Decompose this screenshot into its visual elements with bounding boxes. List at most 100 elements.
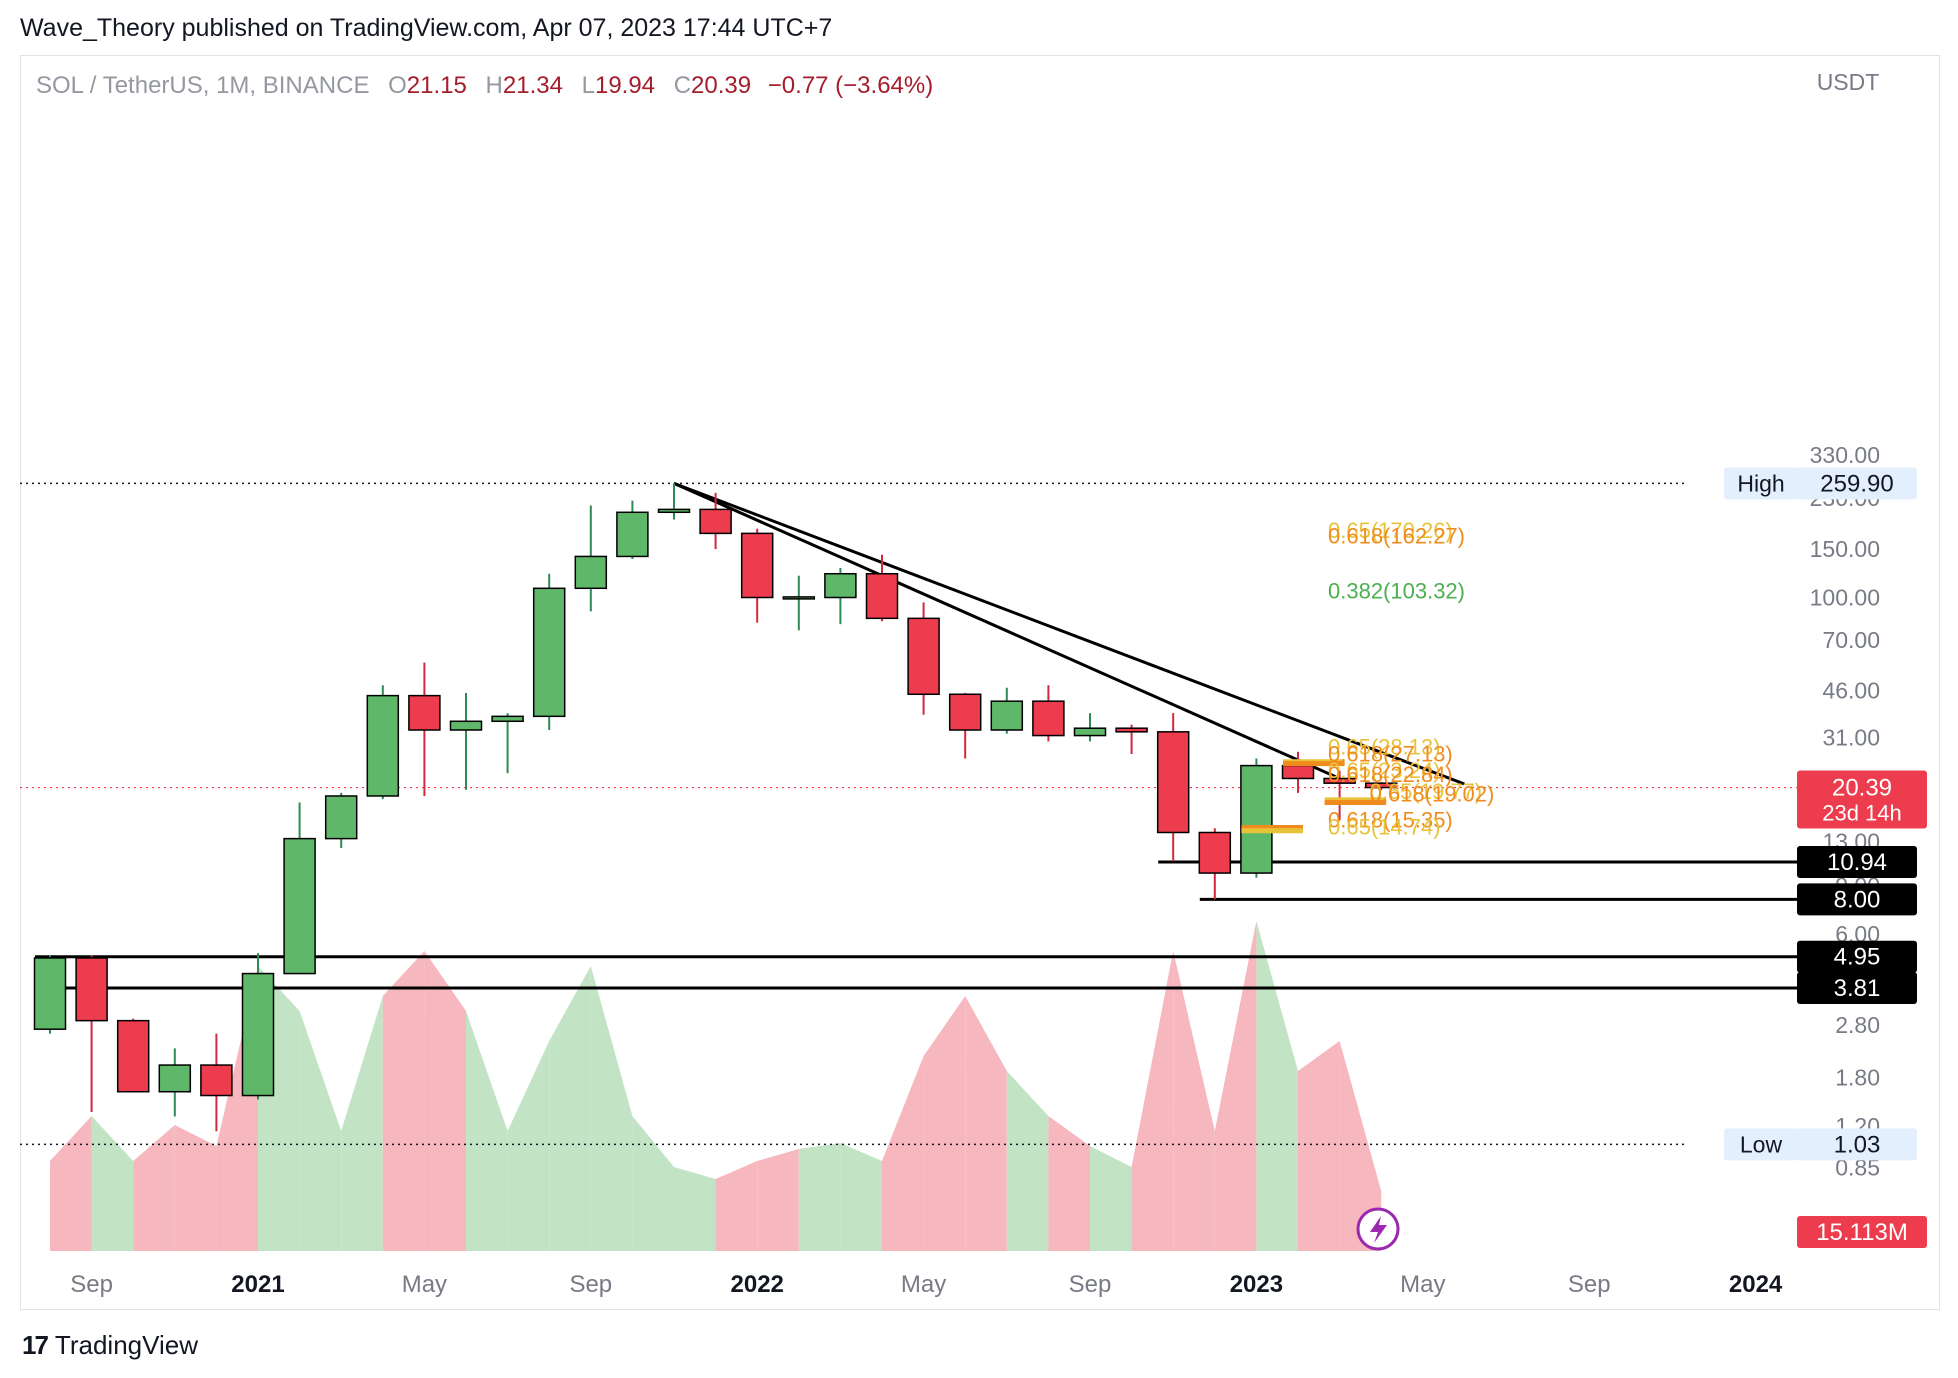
open-value: 21.15	[406, 72, 467, 99]
volume-area-segment	[466, 1011, 508, 1251]
volume-area-segment	[1339, 1041, 1382, 1251]
candle-body[interactable]	[657, 508, 691, 514]
fib-label: 0.618(15.35)	[1328, 808, 1453, 833]
x-tick-label: Sep	[1568, 1271, 1611, 1298]
candle-body[interactable]	[366, 694, 400, 797]
volume-area-segment	[133, 1125, 175, 1251]
candle-body[interactable]	[1156, 731, 1190, 834]
candle-body[interactable]	[1281, 764, 1315, 780]
fib-label: 0.65(14.74)	[1328, 814, 1441, 839]
volume-area-segment	[1298, 1041, 1340, 1251]
candle-body[interactable]	[491, 715, 524, 723]
level-tag	[1797, 940, 1917, 973]
level-tag-text: 10.94	[1827, 849, 1887, 876]
candle-body[interactable]	[283, 837, 316, 975]
y-tick-label: 100.00	[1810, 585, 1880, 611]
x-tick-label: Sep	[70, 1271, 113, 1298]
candle-body[interactable]	[948, 693, 982, 731]
volume-area-segment	[965, 996, 1007, 1251]
volume-area-segment	[1131, 951, 1174, 1251]
fib-label: 0.618(162.27)	[1328, 523, 1465, 548]
volume-area-segment	[632, 1116, 674, 1251]
volume-area-segment	[1214, 921, 1257, 1251]
level-tag	[1797, 972, 1917, 1005]
candle-body[interactable]	[1323, 777, 1356, 784]
candle-body[interactable]	[241, 972, 275, 1097]
low-value-tag	[1797, 1128, 1917, 1161]
chart-frame	[20, 55, 1940, 1310]
tradingview-logo-icon[interactable]: 17	[22, 1330, 49, 1360]
candle-body[interactable]	[782, 596, 816, 600]
candle-body[interactable]	[1364, 782, 1398, 789]
candle-body[interactable]	[158, 1064, 192, 1093]
volume-area-segment	[507, 1041, 550, 1251]
volume-area-segment	[382, 951, 425, 1251]
fib-label: 0.618(22.84)	[1328, 762, 1453, 787]
volume-tag-text: 15.113M	[1816, 1219, 1908, 1246]
volume-area-segment	[1006, 1071, 1049, 1251]
candle-body[interactable]	[1073, 727, 1107, 737]
volume-area-segment	[91, 1116, 134, 1251]
volume-area-segment	[1173, 951, 1215, 1251]
fib-label: 0.65(170.26)	[1328, 518, 1453, 543]
volume-area-segment	[798, 1143, 841, 1251]
candle-body[interactable]	[574, 555, 608, 590]
x-tick-label: May	[402, 1271, 447, 1298]
candle-body[interactable]	[740, 532, 774, 599]
candle-body[interactable]	[200, 1064, 233, 1097]
low-word-tag	[1724, 1128, 1798, 1161]
level-tag-text: 8.00	[1834, 886, 1881, 913]
candle-body[interactable]	[616, 511, 649, 558]
symbol-legend: SOL / TetherUS, 1M, BINANCE O21.15 H21.3…	[36, 72, 933, 100]
candle-body[interactable]	[324, 795, 358, 840]
level-tag-text: 4.95	[1834, 944, 1881, 971]
candle-body[interactable]	[449, 720, 483, 731]
brand-name[interactable]: TradingView	[54, 1330, 198, 1360]
x-tick-label: 2024	[1729, 1271, 1783, 1298]
candle-body[interactable]	[408, 694, 441, 731]
fib-label: 0.65(23.24)	[1328, 758, 1441, 783]
footer: 17 TradingView	[22, 1330, 198, 1361]
candle-body[interactable]	[990, 700, 1024, 731]
x-tick-label: 2021	[231, 1271, 284, 1298]
level-tag	[1797, 883, 1917, 916]
high-value: 21.34	[502, 72, 563, 99]
level-tag	[1797, 845, 1917, 878]
low-value-text: 1.03	[1834, 1131, 1881, 1158]
fib-label: 0.65(28.13)	[1328, 735, 1441, 760]
low-value: 19.94	[594, 72, 656, 99]
candle-body[interactable]	[907, 617, 940, 696]
candle-body[interactable]	[1240, 764, 1273, 874]
x-tick-label: Sep	[569, 1271, 612, 1298]
trendline[interactable]	[673, 481, 1465, 786]
volume-area-segment	[50, 1116, 92, 1251]
low-label: L	[581, 72, 595, 99]
candle-body[interactable]	[699, 508, 732, 535]
high-value-tag	[1797, 467, 1917, 500]
trendline[interactable]	[673, 481, 1341, 780]
candle-body[interactable]	[532, 587, 566, 718]
volume-area-segment	[341, 996, 383, 1251]
y-tick-label: 330.00	[1810, 442, 1880, 468]
candle-body[interactable]	[116, 1019, 150, 1093]
y-tick-label: 31.00	[1822, 724, 1880, 750]
y-tick-label: 70.00	[1822, 627, 1880, 653]
volume-area-segment	[757, 1149, 799, 1251]
fib-label: 0.618(19.02)	[1370, 781, 1495, 806]
candle-body[interactable]	[75, 957, 108, 1022]
volume-area-segment	[590, 966, 633, 1251]
candle-body[interactable]	[33, 957, 67, 1030]
volume-area-segment	[1090, 1146, 1132, 1251]
candle-body[interactable]	[1115, 727, 1148, 733]
symbol-label[interactable]: SOL / TetherUS, 1M, BINANCE	[36, 72, 370, 99]
volume-area-segment	[1256, 921, 1298, 1251]
close-value: 20.39	[691, 72, 752, 99]
high-word-tag	[1724, 467, 1798, 500]
candle-body[interactable]	[1032, 700, 1065, 737]
candle-body[interactable]	[1198, 831, 1232, 874]
candle-body[interactable]	[865, 572, 899, 620]
candle-body[interactable]	[824, 572, 857, 599]
close-label: C	[673, 72, 692, 99]
high-word-text: High	[1737, 470, 1784, 496]
